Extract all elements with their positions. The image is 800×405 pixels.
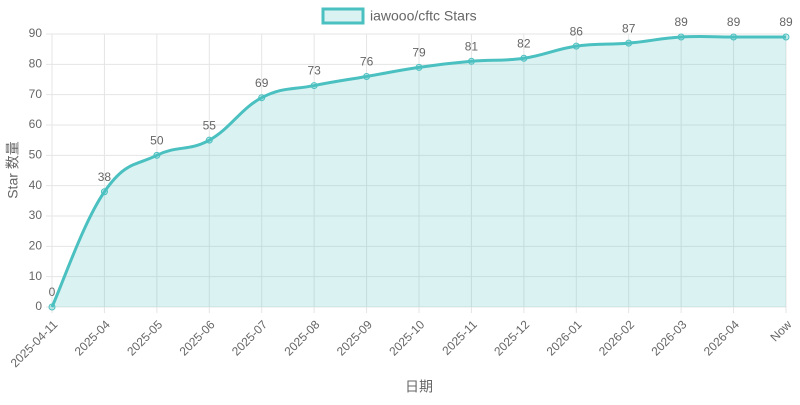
y-tick-label: 40: [29, 178, 43, 192]
point: [363, 72, 371, 80]
data-label: 89: [674, 15, 688, 29]
y-tick-label: 60: [29, 117, 43, 131]
x-tick-label: 2025-04-11: [8, 317, 61, 370]
data-label: 86: [570, 24, 584, 38]
x-tick-label: 2026-02: [596, 317, 637, 358]
y-tick-label: 10: [29, 269, 43, 283]
x-axis-label: 日期: [405, 379, 433, 395]
data-label: 76: [360, 55, 374, 69]
data-label: 89: [779, 15, 793, 29]
y-tick-label: 80: [29, 57, 43, 71]
x-tick-label: 2026-04: [701, 317, 742, 358]
point: [153, 151, 161, 159]
x-tick-label: 2025-06: [177, 317, 218, 358]
point: [730, 33, 738, 41]
data-label: 50: [150, 134, 164, 148]
data-label: 87: [622, 21, 636, 35]
data-label: 82: [517, 36, 531, 50]
point: [258, 94, 266, 102]
point: [625, 39, 633, 47]
line: [50, 35, 786, 308]
y-tick-label: 30: [29, 208, 43, 222]
x-tick-label: 2026-03: [648, 317, 689, 358]
y-tick-label: 90: [29, 26, 43, 40]
data-label: 55: [203, 118, 217, 132]
y-tick-label: 50: [29, 148, 43, 162]
point: [415, 63, 423, 71]
point: [100, 188, 108, 196]
point: [677, 33, 685, 41]
legend-swatch: [321, 7, 365, 25]
x-tick-label: 2025-05: [124, 317, 165, 358]
data-label: 79: [412, 46, 426, 60]
point: [520, 54, 528, 62]
point: [467, 57, 475, 65]
data-label: 0: [49, 285, 56, 299]
point: [572, 42, 580, 50]
x-tick-label: 2025-09: [334, 317, 375, 358]
x-tick-label: 2025-08: [281, 317, 322, 358]
point: [782, 33, 790, 41]
x-tick-label: 2026-01: [544, 317, 585, 358]
x-tick-label: 2025-11: [439, 317, 480, 358]
x-tick-label: 2025-12: [491, 317, 532, 358]
data-label: 38: [98, 170, 112, 184]
y-tick-label: 70: [29, 87, 43, 101]
y-axis-label: Star 数量: [5, 141, 21, 199]
x-tick-label: Now: [767, 317, 794, 344]
point: [48, 303, 56, 311]
x-tick-label: 2025-07: [229, 317, 270, 358]
legend-label: iawooo/cftc Stars: [370, 8, 477, 24]
data-label: 73: [307, 64, 321, 78]
point: [205, 136, 213, 144]
x-tick-label: 2025-04: [72, 317, 113, 358]
data-label: 69: [255, 76, 269, 90]
data-label: 89: [727, 15, 741, 29]
point: [310, 82, 318, 90]
area: [52, 36, 786, 307]
x-tick-label: 2025-10: [386, 317, 427, 358]
y-tick-label: 0: [35, 299, 42, 313]
data-label: 81: [465, 39, 479, 53]
y-tick-label: 20: [29, 239, 43, 253]
